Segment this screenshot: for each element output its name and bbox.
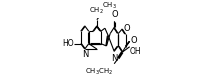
Text: O: O xyxy=(111,10,117,19)
Text: CH$_3$: CH$_3$ xyxy=(101,1,116,11)
Text: CH$_3$CH$_2$: CH$_3$CH$_2$ xyxy=(85,66,113,77)
Text: O: O xyxy=(123,24,129,33)
Text: N: N xyxy=(110,54,117,63)
Text: CH$_2$: CH$_2$ xyxy=(88,6,103,16)
Text: O: O xyxy=(129,36,136,45)
Text: HO: HO xyxy=(62,39,73,48)
Text: OH: OH xyxy=(129,47,141,56)
Text: N: N xyxy=(81,50,88,59)
